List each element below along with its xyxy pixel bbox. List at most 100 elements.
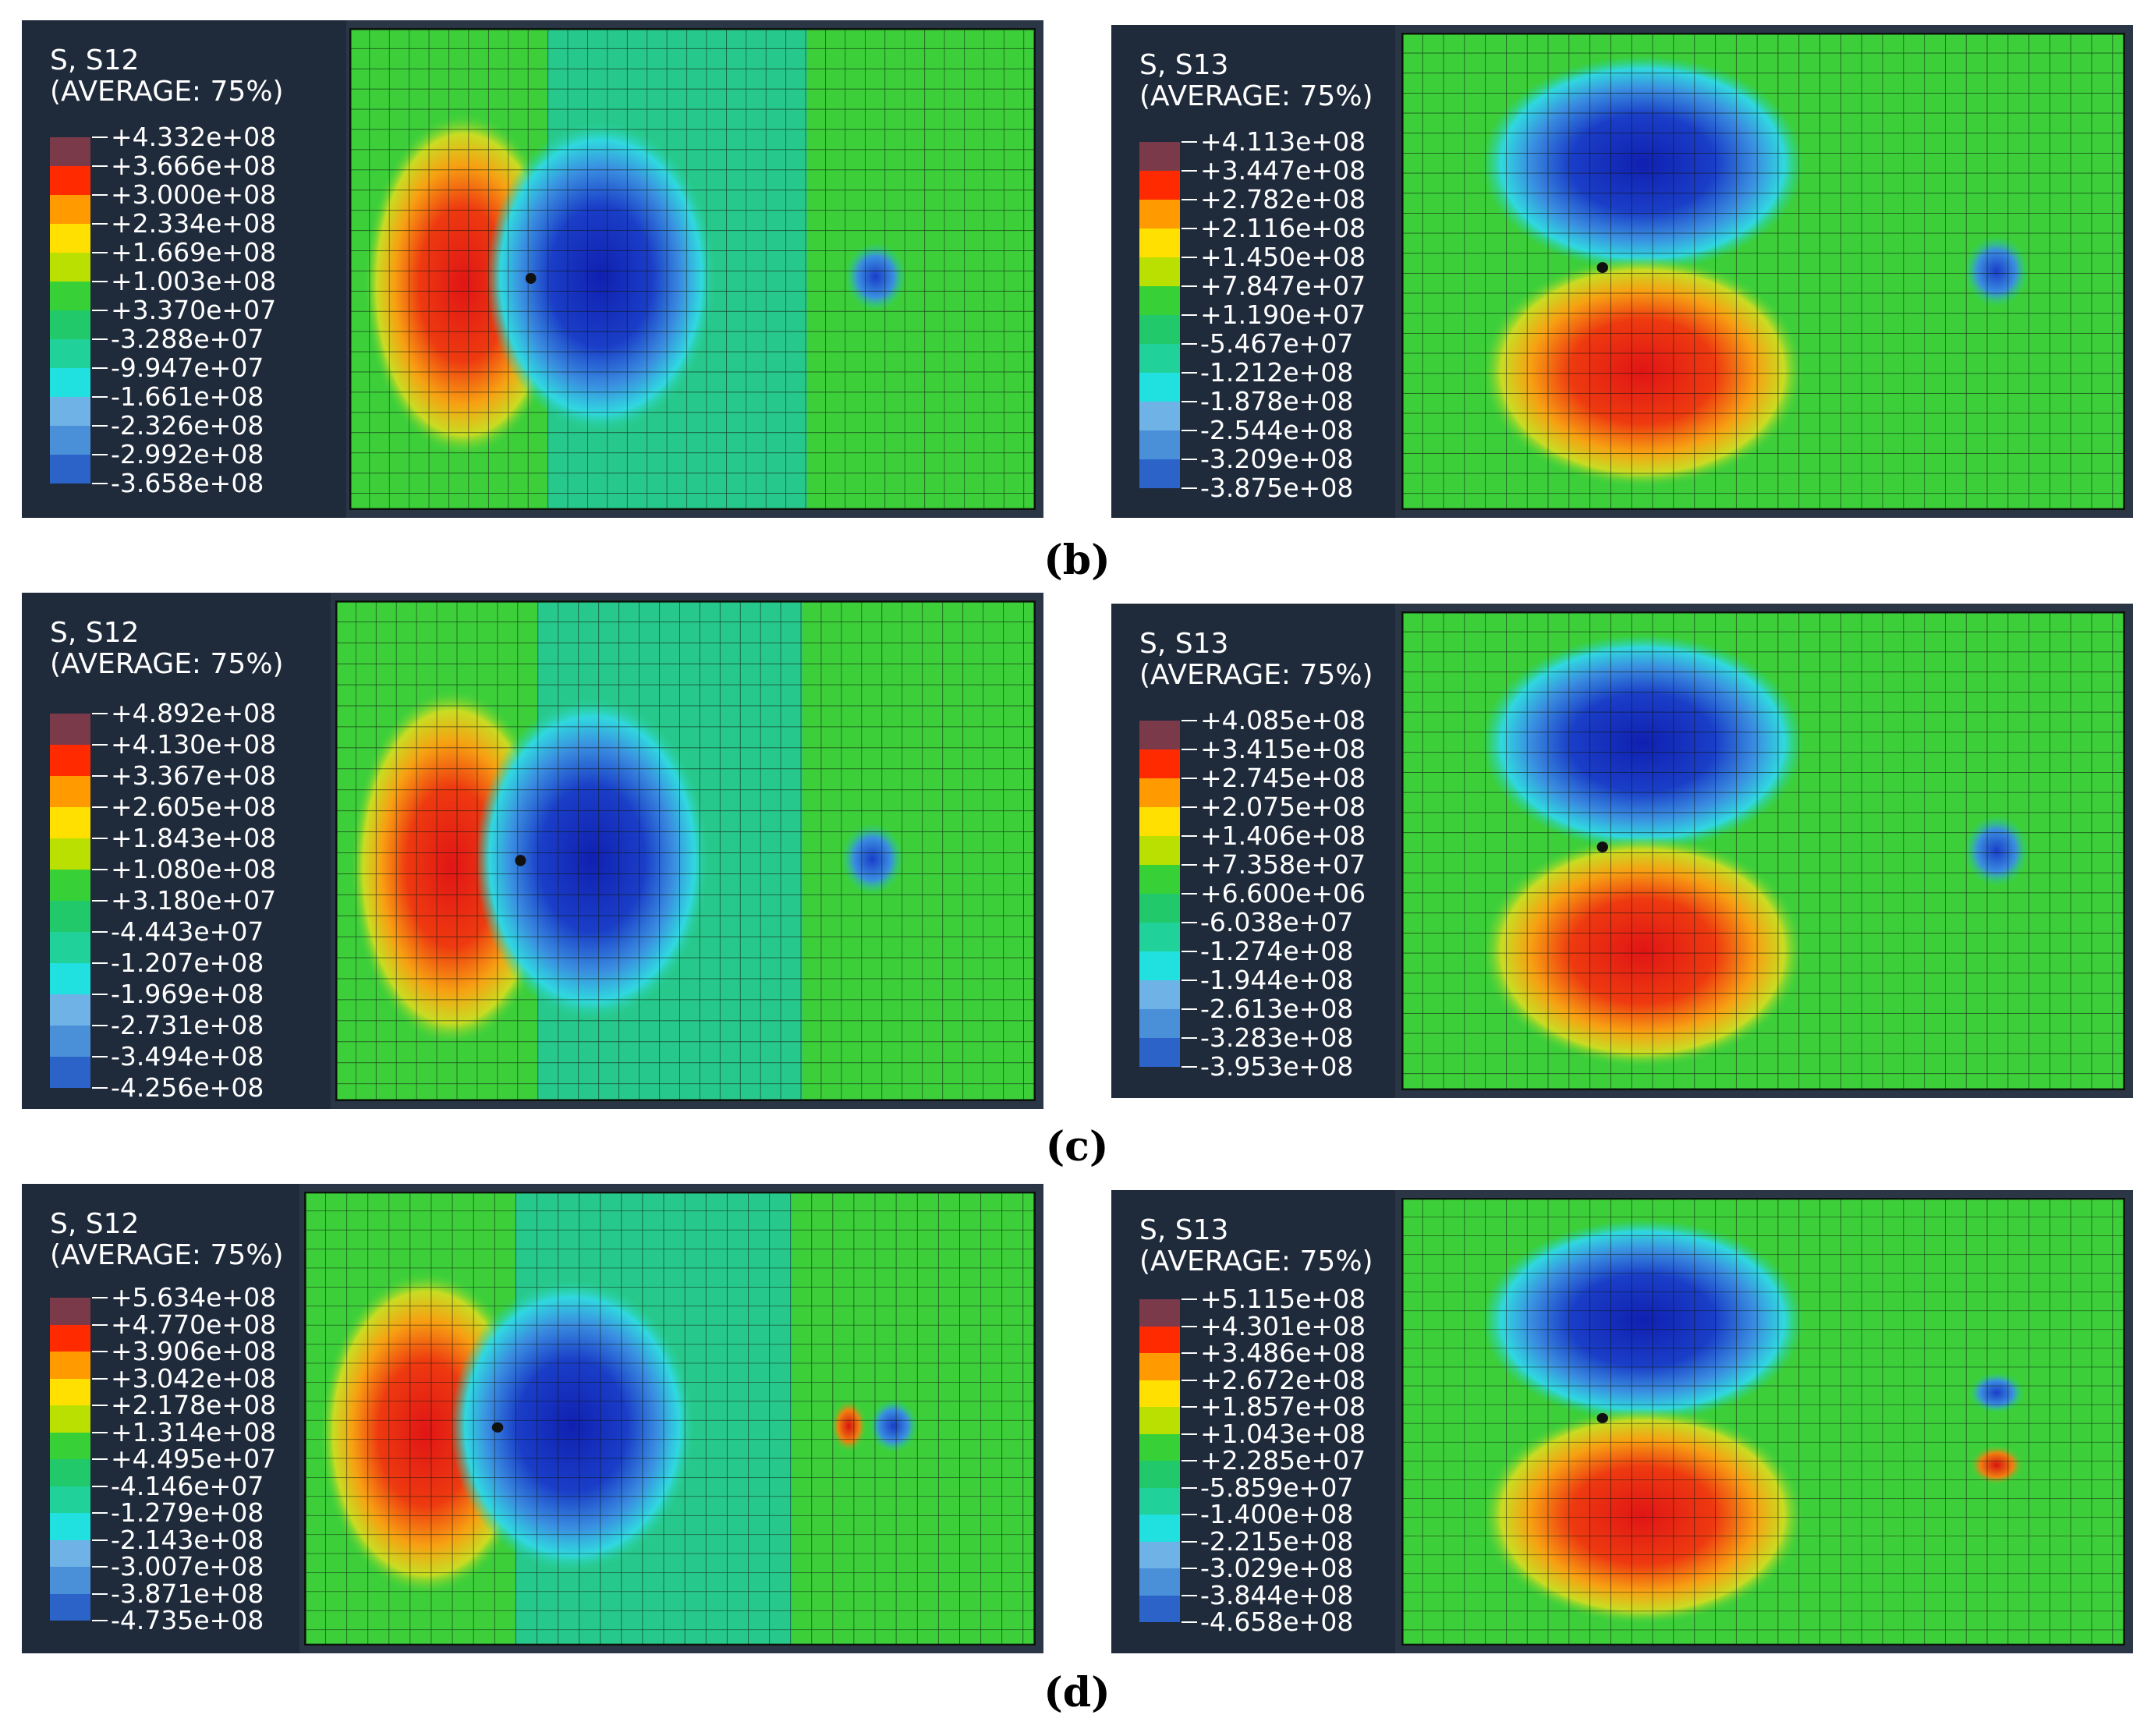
legend-value: -3.209e+08 xyxy=(1200,444,1354,474)
legend-value: -1.212e+08 xyxy=(1200,357,1354,388)
legend-value: +6.600e+06 xyxy=(1200,878,1366,909)
legend-value: +4.085e+08 xyxy=(1200,705,1366,735)
colorbar-box xyxy=(50,776,90,807)
colorbar-box xyxy=(50,1298,90,1325)
colorbar-tick xyxy=(92,425,108,427)
legend-value: +4.332e+08 xyxy=(111,122,277,152)
colorbar-tick xyxy=(92,1485,108,1487)
legend-value: +1.314e+08 xyxy=(111,1416,277,1447)
plate-border xyxy=(335,601,1036,1101)
colorbar-box xyxy=(50,1026,90,1057)
colorbar-box xyxy=(1139,373,1180,402)
colorbar-tick xyxy=(92,994,108,995)
legend-value: +1.843e+08 xyxy=(111,823,277,853)
legend-value: +4.130e+08 xyxy=(111,729,277,760)
colorbar-tick xyxy=(1182,951,1197,952)
legend-value: +7.847e+07 xyxy=(1200,271,1366,301)
colorbar-box xyxy=(1139,923,1180,951)
colorbar-tick xyxy=(1182,141,1197,143)
colorbar-tick xyxy=(92,900,108,902)
colorbar-box xyxy=(1139,894,1180,923)
legend-value: +3.415e+08 xyxy=(1200,734,1366,764)
colorbar-box xyxy=(1139,951,1180,980)
colorbar-box xyxy=(50,224,90,253)
legend-value: -1.207e+08 xyxy=(111,948,264,978)
legend-value: +3.906e+08 xyxy=(111,1336,277,1366)
mesh-contour-plot xyxy=(304,1192,1036,1646)
legend-title-average: (AVERAGE: 75%) xyxy=(50,1239,284,1271)
colorbar-tick xyxy=(1182,864,1197,866)
colorbar-box xyxy=(50,1593,90,1621)
colorbar-tick xyxy=(92,1512,108,1514)
colorbar-tick xyxy=(1182,430,1197,431)
contour-svg xyxy=(1401,611,2125,1090)
colorbar-tick xyxy=(1182,1406,1197,1408)
legend-value: -5.467e+07 xyxy=(1200,328,1354,359)
finite-element-mesh xyxy=(335,601,1036,1101)
legend-value: +3.367e+08 xyxy=(111,760,277,791)
legend-value: +3.180e+07 xyxy=(111,885,277,916)
colorbar-box xyxy=(1139,1407,1180,1434)
finite-element-mesh xyxy=(1401,611,2125,1090)
colorbar-box xyxy=(50,870,90,901)
legend-value: -4.443e+07 xyxy=(111,916,264,947)
legend-value: -2.992e+08 xyxy=(111,439,264,469)
contour-panel-b-s12: S, S12 (AVERAGE: 75%) +4.332e+08 +3.666e+… xyxy=(22,20,1043,518)
colorbar-box xyxy=(50,1352,90,1379)
colorbar-box xyxy=(1139,402,1180,430)
finite-element-mesh xyxy=(304,1192,1036,1646)
legend: S, S13 (AVERAGE: 75%) +4.113e+08 +3.447e+… xyxy=(1111,25,1395,518)
colorbar-tick xyxy=(1182,459,1197,460)
colorbar-tick xyxy=(92,281,108,282)
colorbar-box xyxy=(1139,1515,1180,1542)
legend-value: +2.782e+08 xyxy=(1200,184,1366,214)
colorbar-tick xyxy=(92,1566,108,1568)
plate-border xyxy=(1401,33,2125,510)
legend-value: -1.279e+08 xyxy=(111,1497,264,1528)
colorbar-box xyxy=(1139,1433,1180,1461)
colorbar-tick xyxy=(92,483,108,484)
colorbar-tick xyxy=(92,1431,108,1433)
colorbar xyxy=(50,137,90,484)
legend-value: -1.400e+08 xyxy=(1200,1499,1354,1529)
legend-title-average: (AVERAGE: 75%) xyxy=(1139,1245,1373,1277)
colorbar-box xyxy=(50,397,90,426)
colorbar-box xyxy=(1139,171,1180,200)
colorbar-tick xyxy=(92,367,108,369)
legend-value: -1.944e+08 xyxy=(1200,965,1354,995)
colorbar-tick xyxy=(1182,1008,1197,1010)
legend: S, S12 (AVERAGE: 75%) +4.332e+08 +3.666e+… xyxy=(22,20,346,518)
colorbar-box xyxy=(50,714,90,745)
colorbar-tick xyxy=(1182,1037,1197,1039)
legend-value: +1.003e+08 xyxy=(111,266,277,296)
colorbar-tick xyxy=(1182,228,1197,229)
colorbar-tick xyxy=(92,252,108,253)
legend-value: -3.875e+08 xyxy=(1200,473,1354,503)
colorbar-tick xyxy=(92,1087,108,1089)
legend-value: +2.178e+08 xyxy=(111,1390,277,1420)
colorbar xyxy=(1139,721,1180,1067)
legend-value: -3.953e+08 xyxy=(1200,1051,1354,1082)
colorbar-box xyxy=(1139,749,1180,778)
colorbar-box xyxy=(50,253,90,282)
colorbar-box xyxy=(50,1324,90,1352)
legend-value: -3.029e+08 xyxy=(1200,1553,1354,1583)
colorbar-box xyxy=(1139,200,1180,229)
colorbar-tick xyxy=(92,396,108,398)
colorbar-tick xyxy=(1182,199,1197,200)
legend-value: +1.043e+08 xyxy=(1200,1418,1366,1449)
mesh-contour-plot xyxy=(1401,1198,2125,1646)
legend-value: +1.450e+08 xyxy=(1200,242,1366,272)
colorbar xyxy=(50,714,90,1088)
colorbar-tick xyxy=(92,310,108,311)
legend-title-variable: S, S12 xyxy=(50,617,140,649)
colorbar-box xyxy=(1139,721,1180,749)
colorbar-tick xyxy=(1182,314,1197,316)
colorbar-box xyxy=(1139,229,1180,257)
colorbar-tick xyxy=(1182,922,1197,923)
contour-svg xyxy=(304,1192,1036,1646)
colorbar-tick xyxy=(92,744,108,746)
colorbar-tick xyxy=(92,1377,108,1380)
colorbar-box xyxy=(50,932,90,963)
plate-border xyxy=(304,1192,1036,1646)
